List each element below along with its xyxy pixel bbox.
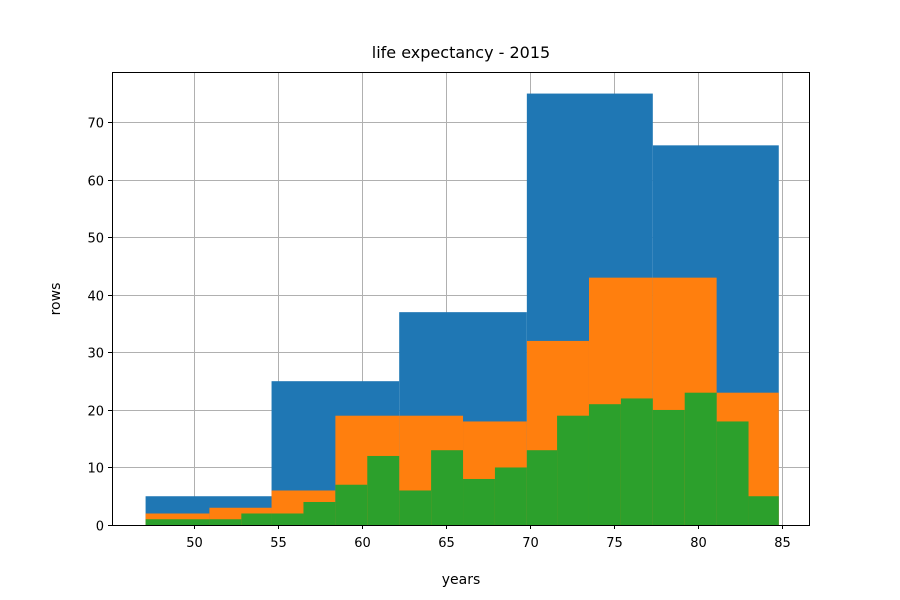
y-tick-label: 60 <box>87 175 104 190</box>
histogram-bar-series-3 <box>399 490 432 525</box>
x-tick-label: 55 <box>270 536 287 551</box>
histogram-bar-series-3 <box>271 513 304 525</box>
histogram-bar-series-3 <box>684 392 717 525</box>
y-tick-label: 30 <box>87 347 104 362</box>
x-tick-label: 50 <box>186 536 203 551</box>
plot-frame <box>112 72 810 526</box>
x-tick-label: 60 <box>354 536 371 551</box>
histogram-bar-series-3 <box>303 501 336 525</box>
y-axis-ticks: 0 10 20 30 40 50 60 70 <box>87 117 112 535</box>
x-tick-label: 75 <box>606 536 623 551</box>
histogram-bar-series-3 <box>494 467 527 525</box>
histogram-bar-series-3 <box>335 484 368 525</box>
histogram-bar-series-3 <box>716 421 749 525</box>
histogram-bar-series-3 <box>748 496 779 525</box>
histogram-bar-series-3 <box>557 415 589 525</box>
histogram-bar-series-3 <box>209 519 242 525</box>
y-tick-label: 20 <box>87 405 104 420</box>
y-axis-label: rows <box>48 283 64 316</box>
x-tick-label: 65 <box>438 536 455 551</box>
histogram-bar-series-3 <box>145 519 178 525</box>
x-axis-label: years <box>442 572 481 588</box>
y-tick-label: 0 <box>96 520 104 535</box>
histogram-bars <box>145 93 779 526</box>
histogram-bar-series-3 <box>620 398 653 525</box>
y-tick-label: 50 <box>87 232 104 247</box>
histogram-bar-series-3 <box>526 450 558 525</box>
histogram-bar-series-3 <box>241 513 272 525</box>
x-tick-label: 70 <box>522 536 539 551</box>
y-tick-label: 70 <box>87 117 104 132</box>
histogram-bar-series-3 <box>431 450 464 525</box>
y-tick-label: 40 <box>87 290 104 305</box>
chart-title: life expectancy - 2015 <box>372 43 550 62</box>
histogram-bar-series-3 <box>588 404 621 525</box>
histogram-bar-series-3 <box>652 409 685 525</box>
x-tick-label: 85 <box>774 536 791 551</box>
y-tick-label: 10 <box>87 462 104 477</box>
histogram-bar-series-3 <box>177 519 210 525</box>
histogram-bar-series-3 <box>463 478 495 525</box>
x-axis-ticks: 50 55 60 65 70 75 80 85 <box>186 525 791 551</box>
x-tick-label: 80 <box>690 536 707 551</box>
histogram-bar-series-3 <box>367 455 400 525</box>
